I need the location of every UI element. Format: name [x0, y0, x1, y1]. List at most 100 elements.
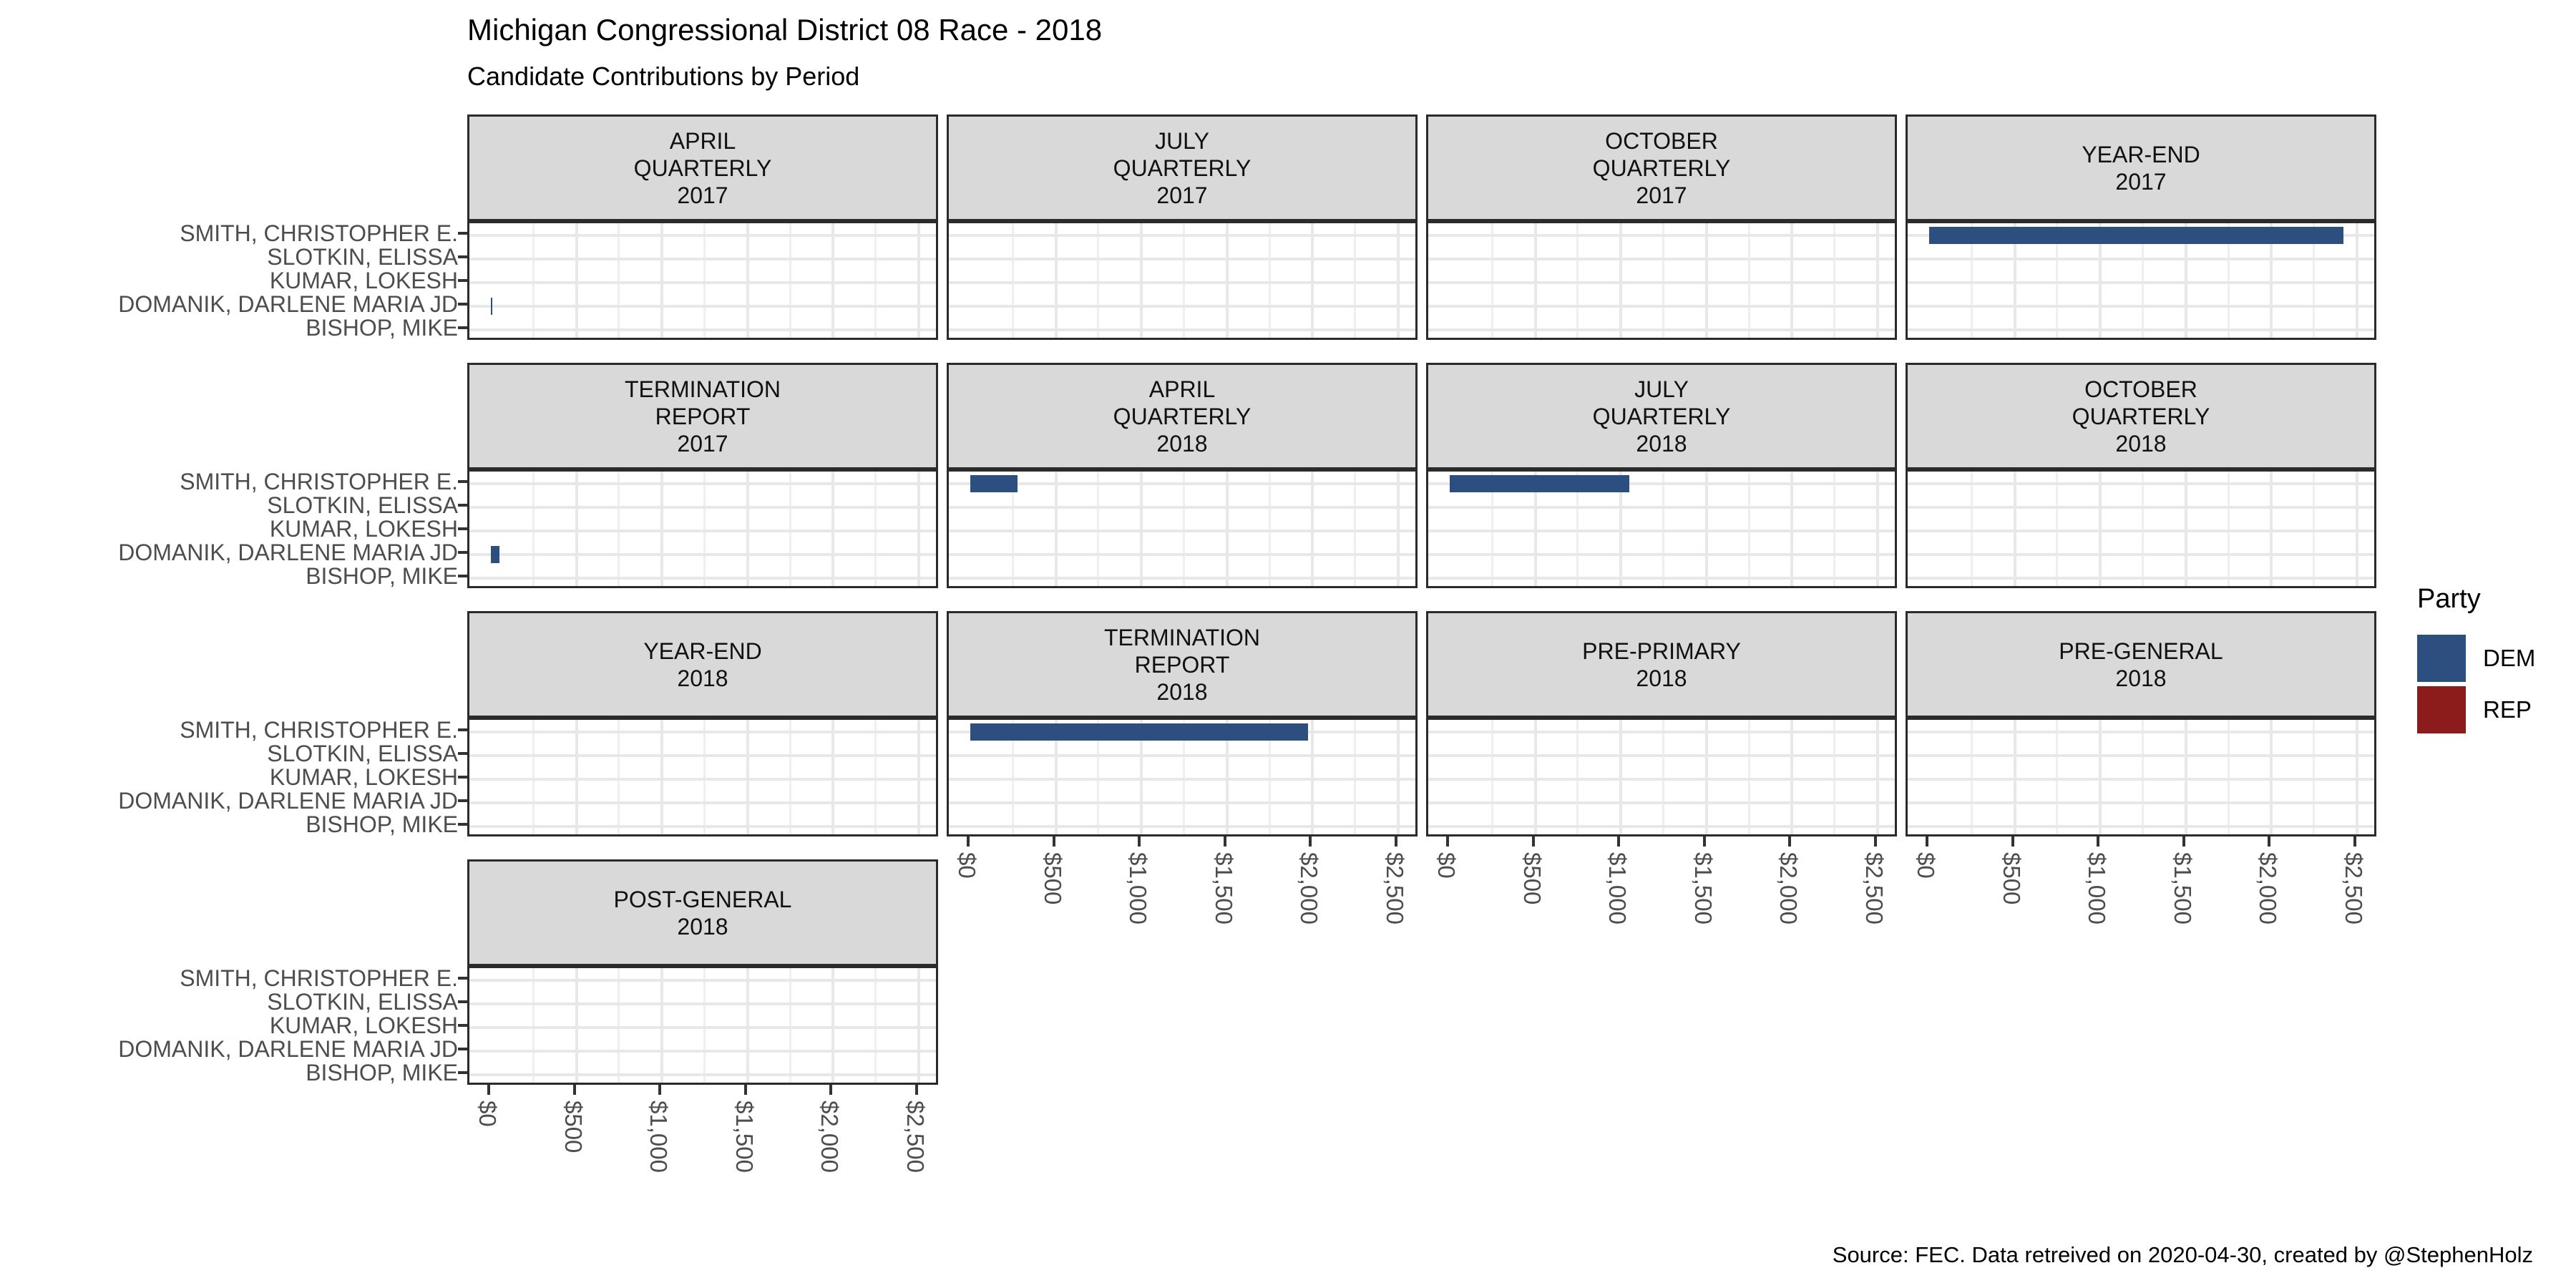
- gridline-vertical: [1397, 472, 1400, 586]
- gridline-vertical: [1268, 223, 1271, 338]
- gridline-vertical: [1662, 472, 1664, 586]
- gridline-vertical: [1790, 223, 1794, 338]
- y-axis-tick: [458, 1071, 467, 1075]
- x-axis-tick: [1702, 836, 1706, 847]
- gridline-horizontal: [949, 482, 1415, 485]
- y-axis-label: BISHOP, MIKE: [306, 1060, 458, 1086]
- y-axis-label: SMITH, CHRISTOPHER E.: [180, 716, 458, 743]
- x-axis-label: $500: [1998, 852, 2025, 905]
- gridline-horizontal: [949, 257, 1415, 260]
- facet-panel: [1426, 469, 1897, 588]
- contribution-bar: [970, 723, 1309, 741]
- gridline-vertical: [532, 720, 535, 834]
- gridline-horizontal: [949, 825, 1415, 829]
- facet-panel: [947, 469, 1418, 588]
- gridline-vertical: [1225, 223, 1229, 338]
- gridline-vertical: [703, 223, 706, 338]
- gridline-vertical: [2142, 720, 2144, 834]
- gridline-horizontal: [1908, 801, 2374, 805]
- gridline-horizontal: [1428, 233, 1895, 237]
- gridline-horizontal: [469, 1026, 936, 1029]
- gridline-vertical: [703, 968, 706, 1083]
- facet-panel: [947, 718, 1418, 836]
- y-axis-label: DOMANIK, DARLENE MARIA JD: [118, 788, 458, 814]
- gridline-vertical: [1747, 223, 1750, 338]
- gridline-vertical: [1183, 223, 1185, 338]
- y-axis-tick: [458, 1000, 467, 1003]
- gridline-vertical: [1833, 472, 1836, 586]
- gridline-horizontal: [949, 530, 1415, 532]
- facet-label-line: QUARTERLY: [1592, 403, 1731, 429]
- facet-panel: [1906, 469, 2376, 588]
- facet-panel: [1426, 718, 1897, 836]
- facet-header: PRE-GENERAL 2018: [1906, 611, 2376, 718]
- facet-label-line: 2017: [677, 430, 728, 457]
- gridline-vertical: [2184, 720, 2187, 834]
- x-axis-tick: [1309, 836, 1312, 847]
- y-axis-tick: [458, 1024, 467, 1027]
- gridline-vertical: [1970, 223, 1973, 338]
- gridline-vertical: [2142, 223, 2144, 338]
- facet-panel: [467, 718, 938, 836]
- gridline-vertical: [1225, 472, 1229, 586]
- facet-label-line: 2017: [2115, 168, 2167, 195]
- y-axis-tick: [458, 503, 467, 507]
- x-axis-label: $0: [1433, 852, 1460, 879]
- gridline-vertical: [1183, 472, 1185, 586]
- gridline-vertical: [746, 720, 749, 834]
- x-axis-label: $1,500: [2169, 852, 2196, 924]
- gridline-horizontal: [469, 825, 936, 829]
- source-caption: Source: FEC. Data retreived on 2020-04-3…: [1832, 1242, 2533, 1267]
- gridline-vertical: [1054, 720, 1058, 834]
- gridline-vertical: [2184, 472, 2187, 586]
- gridline-horizontal: [1428, 730, 1895, 733]
- gridline-vertical: [2227, 472, 2230, 586]
- legend-label-dem: DEM: [2483, 645, 2536, 671]
- gridline-vertical: [2227, 223, 2230, 338]
- y-axis-label: DOMANIK, DARLENE MARIA JD: [118, 540, 458, 566]
- gridline-vertical: [1876, 223, 1879, 338]
- gridline-horizontal: [1428, 482, 1895, 485]
- facet-label-line: QUARTERLY: [1592, 155, 1731, 181]
- gridline-vertical: [1183, 720, 1185, 834]
- gridline-vertical: [917, 968, 920, 1083]
- gridline-vertical: [2013, 720, 2016, 834]
- gridline-vertical: [1268, 720, 1271, 834]
- facet-header: OCTOBER QUARTERLY 2018: [1906, 363, 2376, 469]
- gridline-vertical: [2313, 720, 2316, 834]
- gridline-vertical: [917, 472, 920, 586]
- gridline-vertical: [1876, 472, 1879, 586]
- y-axis-tick: [458, 1048, 467, 1051]
- facet-label-line: JULY: [1634, 376, 1689, 402]
- gridline-horizontal: [949, 753, 1415, 757]
- gridline-horizontal: [469, 577, 936, 580]
- gridline-vertical: [2099, 223, 2102, 338]
- x-axis-label: $500: [560, 1101, 587, 1153]
- gridline-vertical: [746, 968, 749, 1083]
- legend-title: Party: [2417, 584, 2481, 614]
- gridline-vertical: [618, 720, 620, 834]
- gridline-vertical: [746, 472, 749, 586]
- facet-label-line: APRIL: [1148, 376, 1216, 402]
- gridline-vertical: [660, 968, 664, 1083]
- x-axis-tick: [1926, 836, 1928, 847]
- gridline-vertical: [2056, 472, 2059, 586]
- x-axis-tick: [1052, 836, 1055, 847]
- gridline-horizontal: [949, 281, 1415, 284]
- gridline-horizontal: [1428, 753, 1895, 757]
- gridline-vertical: [1011, 472, 1014, 586]
- gridline-vertical: [1619, 223, 1623, 338]
- x-axis-tick: [967, 836, 970, 847]
- gridline-horizontal: [1428, 328, 1895, 332]
- gridline-vertical: [917, 720, 920, 834]
- contribution-bar: [1929, 226, 2343, 244]
- gridline-vertical: [532, 472, 535, 586]
- x-axis-tick: [1138, 836, 1141, 847]
- x-axis-label: $2,500: [1382, 852, 1408, 924]
- y-axis-tick: [458, 231, 467, 235]
- facet-label-line: YEAR-END: [643, 638, 762, 664]
- x-axis-label: $2,000: [816, 1101, 844, 1173]
- gridline-horizontal: [949, 328, 1415, 332]
- x-axis-label: $2,500: [1861, 852, 1888, 924]
- gridline-vertical: [2184, 223, 2187, 338]
